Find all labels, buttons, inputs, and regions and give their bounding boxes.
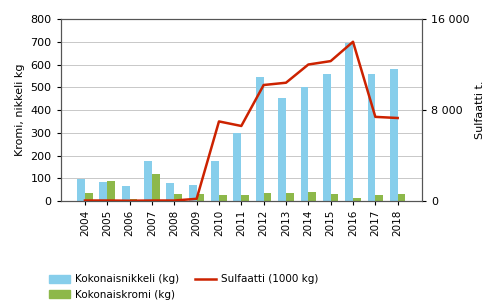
Bar (100, 182, 108, 201)
Bar (286, 193, 294, 201)
Bar (108, 181, 115, 201)
Bar (376, 195, 383, 201)
Bar (196, 194, 204, 201)
Bar (242, 195, 249, 201)
Bar (189, 185, 196, 201)
Sulfaatti (1000 kg) (372, 115, 378, 119)
Bar (278, 98, 286, 201)
Bar (330, 194, 338, 201)
Bar (152, 174, 160, 201)
Bar (166, 183, 174, 201)
Sulfaatti (1000 kg) (126, 199, 132, 203)
Sulfaatti (1000 kg) (306, 63, 312, 66)
Bar (219, 195, 227, 201)
Bar (308, 191, 316, 201)
Bar (368, 74, 376, 201)
Bar (398, 194, 406, 201)
Bar (256, 77, 264, 201)
Line: Sulfaatti (1000 kg): Sulfaatti (1000 kg) (85, 42, 398, 201)
Sulfaatti (1000 kg) (172, 199, 177, 202)
Bar (300, 87, 308, 201)
Sulfaatti (1000 kg) (194, 197, 200, 201)
Sulfaatti (1000 kg) (283, 81, 289, 85)
Bar (390, 69, 398, 201)
Bar (77, 179, 85, 201)
Bar (85, 193, 93, 201)
Sulfaatti (1000 kg) (82, 199, 88, 202)
Bar (353, 198, 361, 201)
Y-axis label: Kromi, nikkeli kg: Kromi, nikkeli kg (15, 64, 25, 156)
Y-axis label: Sulfaatti t.: Sulfaatti t. (475, 81, 485, 139)
Bar (323, 74, 330, 201)
Bar (122, 186, 130, 201)
Bar (174, 194, 182, 201)
Sulfaatti (1000 kg) (260, 83, 266, 87)
Sulfaatti (1000 kg) (328, 59, 334, 63)
Sulfaatti (1000 kg) (216, 120, 222, 123)
Sulfaatti (1000 kg) (394, 116, 400, 120)
Sulfaatti (1000 kg) (104, 199, 110, 202)
Bar (144, 161, 152, 201)
Sulfaatti (1000 kg) (238, 124, 244, 128)
Legend: Kokonaisnikkeli (kg), Kokonaiskromi (kg), Sulfaatti (1000 kg): Kokonaisnikkeli (kg), Kokonaiskromi (kg)… (45, 270, 323, 303)
Bar (264, 193, 272, 201)
Bar (234, 133, 241, 201)
Sulfaatti (1000 kg) (149, 199, 155, 202)
Bar (130, 199, 138, 201)
Bar (211, 161, 219, 201)
Bar (345, 43, 353, 201)
Sulfaatti (1000 kg) (350, 40, 356, 44)
